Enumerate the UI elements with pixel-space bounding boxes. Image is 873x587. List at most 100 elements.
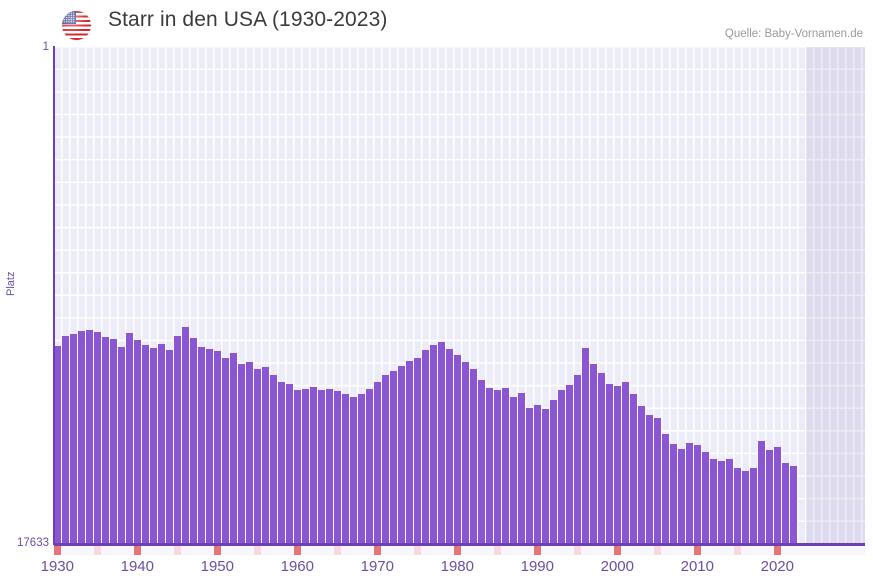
bar-1993[interactable] [558, 390, 565, 544]
bar-1970[interactable] [374, 381, 381, 544]
bar-1990[interactable] [534, 404, 541, 544]
bar-2005[interactable] [654, 418, 661, 544]
bar-1987[interactable] [510, 397, 517, 544]
bar-1941[interactable] [142, 344, 149, 544]
bar-1982[interactable] [470, 368, 477, 544]
bar-1947[interactable] [190, 337, 197, 544]
bar-2007[interactable] [670, 443, 677, 544]
bar-1931[interactable] [62, 336, 69, 544]
bar-1952[interactable] [230, 353, 237, 544]
bar-1957[interactable] [270, 374, 277, 544]
bar-1942[interactable] [150, 348, 157, 544]
bar-1959[interactable] [286, 384, 293, 544]
bar-1930[interactable] [54, 346, 61, 544]
bar-1956[interactable] [262, 367, 269, 544]
bar-1934[interactable] [86, 329, 93, 544]
bar-2001[interactable] [622, 382, 629, 544]
bar-1955[interactable] [254, 369, 261, 544]
bar-2008[interactable] [678, 448, 685, 544]
bar-2009[interactable] [686, 442, 693, 544]
bar-2014[interactable] [726, 458, 733, 544]
future-region-shade [806, 47, 865, 544]
bar-1963[interactable] [318, 390, 325, 544]
bar-1943[interactable] [158, 344, 165, 544]
bar-1999[interactable] [606, 383, 613, 544]
bar-1932[interactable] [70, 333, 77, 544]
x-tick-2020 [774, 546, 781, 555]
usa-flag-icon [62, 11, 91, 40]
bar-1988[interactable] [518, 393, 525, 544]
bar-1976[interactable] [422, 350, 429, 544]
bar-1979[interactable] [446, 348, 453, 544]
bar-2010[interactable] [694, 444, 701, 544]
bar-1962[interactable] [310, 386, 317, 544]
bar-1953[interactable] [238, 363, 245, 544]
bar-1965[interactable] [334, 391, 341, 544]
bar-1992[interactable] [550, 399, 557, 544]
bar-1960[interactable] [294, 389, 301, 544]
bar-1946[interactable] [182, 327, 189, 544]
bar-1981[interactable] [462, 362, 469, 544]
bar-1968[interactable] [358, 394, 365, 544]
bar-1980[interactable] [454, 355, 461, 544]
bar-1944[interactable] [166, 349, 173, 544]
bar-1937[interactable] [110, 339, 117, 544]
bar-1936[interactable] [102, 336, 109, 544]
bar-2018[interactable] [758, 441, 765, 544]
bar-1983[interactable] [478, 379, 485, 544]
bar-2012[interactable] [710, 459, 717, 544]
bar-1997[interactable] [590, 364, 597, 544]
bar-2013[interactable] [718, 461, 725, 544]
bar-1991[interactable] [542, 409, 549, 544]
bar-2020[interactable] [774, 446, 781, 544]
bar-2019[interactable] [766, 449, 773, 544]
bar-1973[interactable] [398, 365, 405, 544]
bar-2002[interactable] [630, 393, 637, 544]
bar-1933[interactable] [78, 331, 85, 544]
bar-1948[interactable] [198, 347, 205, 544]
bar-1994[interactable] [566, 384, 573, 544]
bar-1995[interactable] [574, 374, 581, 544]
bar-1940[interactable] [134, 340, 141, 544]
bar-2016[interactable] [742, 471, 749, 544]
bar-1971[interactable] [382, 375, 389, 544]
bar-1939[interactable] [126, 332, 133, 544]
bar-1996[interactable] [582, 348, 589, 544]
bar-1935[interactable] [94, 332, 101, 544]
bar-1938[interactable] [118, 346, 125, 544]
bar-1951[interactable] [222, 357, 229, 544]
bar-1978[interactable] [438, 342, 445, 544]
bar-1986[interactable] [502, 388, 509, 544]
bar-2017[interactable] [750, 467, 757, 544]
x-axis-label-1990: 1990 [520, 558, 554, 575]
bar-1998[interactable] [598, 372, 605, 544]
bar-1958[interactable] [278, 382, 285, 544]
bar-1966[interactable] [342, 394, 349, 544]
y-axis-line [53, 46, 55, 545]
bar-1949[interactable] [206, 349, 213, 544]
bar-2021[interactable] [782, 463, 789, 544]
bar-2015[interactable] [734, 468, 741, 544]
bar-1974[interactable] [406, 360, 413, 544]
bar-1950[interactable] [214, 350, 221, 544]
x-axis-label-1950: 1950 [200, 558, 234, 575]
bar-2003[interactable] [638, 405, 645, 544]
chart-header: Starr in den USA (1930-2023) Quelle: Bab… [0, 0, 873, 46]
bar-1975[interactable] [414, 357, 421, 544]
bar-2006[interactable] [662, 433, 669, 544]
bar-1961[interactable] [302, 388, 309, 544]
bar-1967[interactable] [350, 396, 357, 544]
bar-1969[interactable] [366, 388, 373, 544]
bar-2011[interactable] [702, 452, 709, 544]
bar-1954[interactable] [246, 361, 253, 544]
bar-1972[interactable] [390, 370, 397, 544]
bar-1984[interactable] [486, 388, 493, 544]
bar-1964[interactable] [326, 389, 333, 544]
bar-1977[interactable] [430, 344, 437, 544]
bar-1989[interactable] [526, 407, 533, 544]
bar-1985[interactable] [494, 390, 501, 544]
bar-2004[interactable] [646, 415, 653, 544]
bar-1945[interactable] [174, 336, 181, 544]
bar-2022[interactable] [790, 466, 797, 544]
bar-2000[interactable] [614, 385, 621, 544]
